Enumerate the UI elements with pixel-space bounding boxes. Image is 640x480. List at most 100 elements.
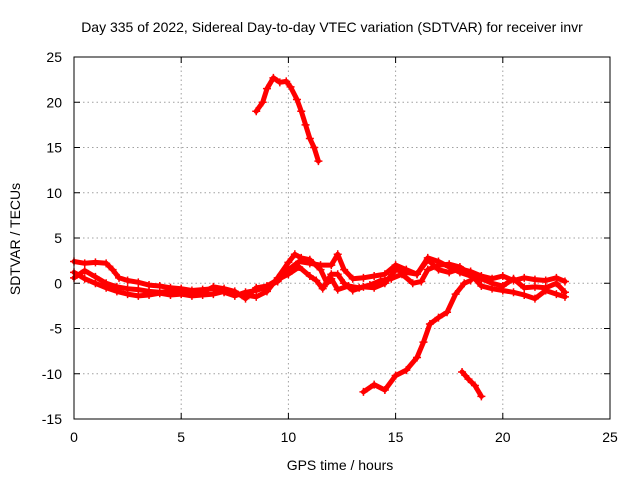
- data-point: [458, 367, 467, 376]
- data-point: [145, 287, 154, 296]
- series-track-upper-arc: [252, 73, 323, 166]
- data-point: [301, 120, 310, 129]
- series-track-main-c: [70, 253, 569, 303]
- data-point: [443, 308, 452, 317]
- data-point: [541, 276, 550, 285]
- data-point: [209, 290, 218, 299]
- data-point: [187, 289, 196, 298]
- data-point: [370, 380, 379, 389]
- grid: [74, 57, 610, 419]
- data-point: [91, 272, 100, 281]
- data-point: [275, 78, 284, 87]
- y-axis-label: SDTVAR / TECUs: [7, 183, 23, 295]
- data-point: [220, 284, 229, 293]
- x-tick-label: 5: [177, 429, 185, 445]
- data-point: [530, 275, 539, 284]
- data-point: [333, 270, 342, 279]
- data-point: [284, 270, 293, 279]
- data-point: [425, 319, 434, 328]
- data-point: [297, 253, 306, 262]
- data-point: [166, 287, 175, 296]
- data-point: [123, 284, 132, 293]
- data-point: [380, 386, 389, 395]
- data-point: [464, 375, 473, 384]
- data-point: [552, 279, 561, 288]
- data-point: [520, 291, 529, 300]
- data-point: [134, 285, 143, 294]
- data-point: [252, 283, 261, 292]
- data-point: [269, 73, 278, 82]
- data-point: [333, 250, 342, 259]
- data-point: [327, 261, 336, 270]
- data-point: [314, 157, 323, 166]
- data-point: [209, 282, 218, 291]
- data-point: [310, 143, 319, 152]
- data-point: [177, 286, 186, 295]
- data-point: [348, 274, 357, 283]
- x-tick-label: 20: [495, 429, 511, 445]
- data-point: [316, 265, 325, 274]
- data-point: [370, 272, 379, 281]
- data-point: [402, 268, 411, 277]
- data-point: [262, 281, 271, 290]
- series-line: [253, 75, 321, 164]
- data-point: [434, 313, 443, 322]
- data-point: [445, 262, 454, 271]
- data-point: [252, 107, 261, 116]
- y-tick-label: 25: [46, 49, 62, 65]
- data-point: [282, 77, 291, 86]
- data-point: [80, 266, 89, 275]
- data-point: [123, 276, 132, 285]
- data-point: [115, 273, 124, 282]
- data-point: [552, 290, 561, 299]
- data-point: [262, 84, 271, 93]
- data-point: [477, 274, 486, 283]
- data-point: [80, 259, 89, 268]
- y-tick-label: -5: [50, 321, 63, 337]
- data-point: [560, 288, 569, 297]
- data-point: [292, 95, 301, 104]
- data-point: [380, 279, 389, 288]
- data-point: [530, 294, 539, 303]
- x-axis-label: GPS time / hours: [287, 457, 394, 473]
- axes: 0 5 10 15 20 25 -15 -10 -5 0 5 10 15 20 25: [42, 49, 618, 445]
- data-point: [423, 265, 432, 274]
- data-point: [391, 371, 400, 380]
- data-point: [417, 277, 426, 286]
- data-point: [102, 279, 111, 288]
- data-point: [102, 259, 111, 268]
- data-point: [541, 283, 550, 292]
- x-tick-label: 10: [281, 429, 297, 445]
- y-tick-label: 0: [54, 275, 62, 291]
- y-tick-label: 20: [46, 94, 62, 110]
- data-point: [498, 272, 507, 281]
- data-point: [305, 255, 314, 264]
- data-point: [434, 257, 443, 266]
- data-point: [451, 290, 460, 299]
- data-point: [112, 282, 121, 291]
- data-point: [312, 276, 321, 285]
- data-point: [370, 283, 379, 292]
- data-point: [80, 274, 89, 283]
- data-point: [359, 273, 368, 282]
- data-point: [460, 279, 469, 288]
- x-tick-label: 25: [602, 429, 618, 445]
- data-point: [391, 265, 400, 274]
- data-point: [509, 274, 518, 283]
- y-tick-label: 10: [46, 185, 62, 201]
- data-point: [413, 270, 422, 279]
- series-track-rising: [359, 276, 475, 396]
- y-tick-label: -15: [42, 411, 62, 427]
- data-point: [134, 278, 143, 287]
- data-point: [284, 258, 293, 267]
- data-point: [359, 387, 368, 396]
- data-point: [241, 294, 250, 303]
- x-tick-label: 15: [388, 429, 404, 445]
- series-line: [360, 278, 474, 395]
- series-track-lower-right: [458, 367, 486, 401]
- data-point: [530, 282, 539, 291]
- data-point: [520, 283, 529, 292]
- data-point: [340, 279, 349, 288]
- data-point: [305, 272, 314, 281]
- data-point: [273, 275, 282, 284]
